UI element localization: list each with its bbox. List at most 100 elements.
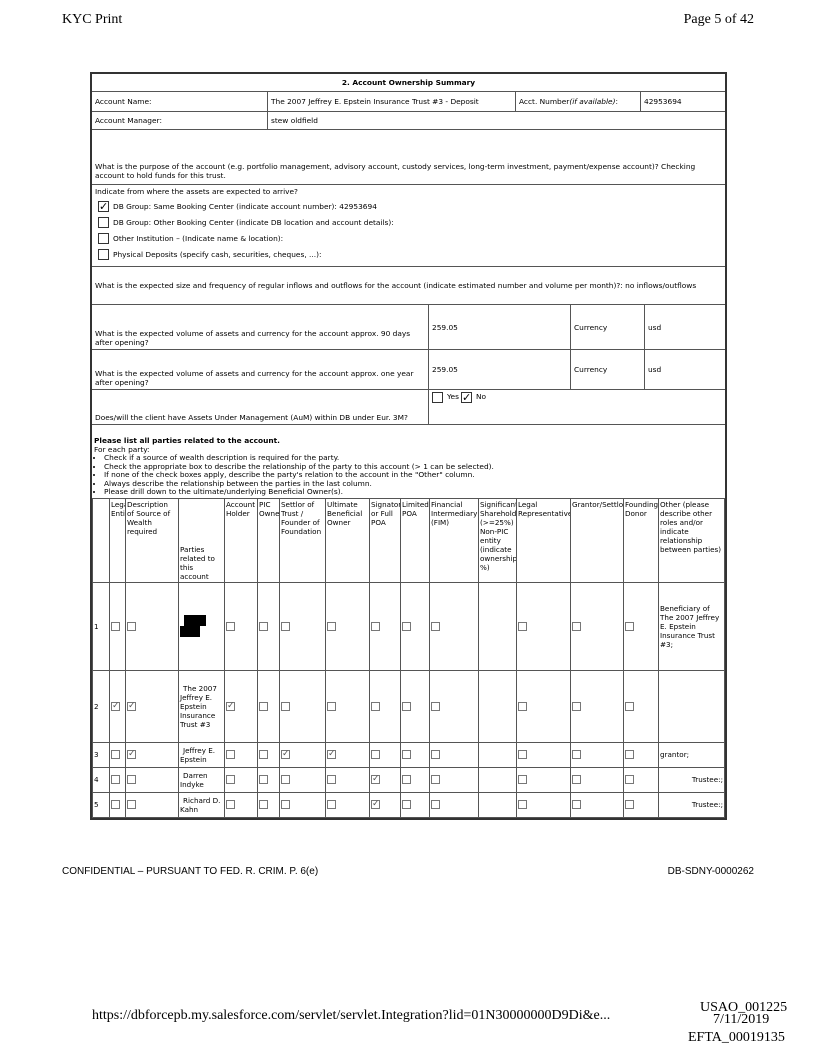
role-checkbox[interactable] [281, 800, 290, 810]
role-checkbox[interactable] [127, 775, 136, 785]
role-checkbox[interactable]: ✓ [127, 749, 136, 760]
role-checkbox[interactable] [431, 750, 440, 760]
role-checkbox[interactable] [371, 750, 380, 760]
role-checkbox[interactable]: ✓ [371, 774, 380, 785]
role-checkbox[interactable] [518, 750, 527, 760]
table-row: 1 Beneficiary of The 2007 Jeffrey E. Epst… [92, 581, 725, 671]
role-checkbox[interactable] [625, 775, 634, 785]
source-url: https://dbforcepb.my.salesforce.com/serv… [92, 1008, 611, 1023]
role-checkbox[interactable]: ✓ [371, 799, 380, 810]
role-checkbox[interactable] [111, 621, 120, 631]
role-checkbox[interactable] [625, 701, 634, 711]
aum-question: Does/will the client have Assets Under M… [92, 390, 429, 424]
role-checkbox[interactable] [572, 701, 581, 711]
empty-cell [478, 741, 517, 768]
role-checkbox[interactable] [431, 775, 440, 785]
role-checkbox[interactable] [402, 621, 411, 631]
role-checkbox[interactable]: ✓ [281, 749, 290, 760]
role-checkbox[interactable] [259, 621, 268, 631]
role-checkbox[interactable] [572, 800, 581, 810]
role-checkbox[interactable] [226, 750, 235, 760]
asset-source-checkbox[interactable]: ✓ [98, 199, 109, 213]
role-checkbox[interactable] [518, 775, 527, 785]
role-checkbox[interactable] [327, 621, 336, 631]
column-header: Account Holder [224, 497, 258, 583]
role-checkbox[interactable] [518, 621, 527, 631]
role-checkbox[interactable] [259, 701, 268, 711]
role-checkbox[interactable] [327, 775, 336, 785]
role-checkbox[interactable] [327, 701, 336, 711]
asset-source-checkbox[interactable] [98, 248, 109, 260]
role-checkbox[interactable] [402, 750, 411, 760]
role-checkbox[interactable] [259, 775, 268, 785]
other-relationship: Trustee:; [658, 791, 725, 818]
purpose-question: What is the purpose of the account (e.g.… [95, 162, 696, 180]
column-header: Legal Representative [516, 497, 571, 583]
section-title: 2. Account Ownership Summary [341, 78, 476, 87]
role-checkbox[interactable] [572, 775, 581, 785]
role-checkbox[interactable] [431, 701, 440, 711]
role-checkbox[interactable] [259, 750, 268, 760]
role-checkbox[interactable] [226, 800, 235, 810]
other-relationship: Trustee:; [658, 766, 725, 793]
role-checkbox[interactable] [625, 621, 634, 631]
role-checkbox[interactable] [625, 750, 634, 760]
role-checkbox[interactable] [226, 621, 235, 631]
instructions-list: Check if a source of wealth description … [94, 453, 723, 497]
aum-yes-checkbox[interactable] [432, 392, 443, 403]
role-checkbox[interactable] [259, 800, 268, 810]
role-checkbox[interactable] [518, 800, 527, 810]
column-header: Parties related to this account [178, 497, 225, 583]
acct-number-value: 42953694 [644, 97, 682, 106]
role-checkbox[interactable] [111, 750, 120, 760]
instruction-item: Check the appropriate box to describe th… [104, 462, 723, 472]
row-number: 4 [92, 766, 110, 793]
party-name: Jeffrey E. Epstein [178, 741, 225, 768]
role-checkbox[interactable] [431, 621, 440, 631]
role-checkbox[interactable] [327, 800, 336, 810]
column-header: Other (please describe other roles and/o… [658, 497, 725, 583]
role-checkbox[interactable] [371, 701, 380, 711]
row-number: 1 [92, 581, 110, 671]
role-checkbox[interactable] [127, 621, 136, 631]
column-header: Significant Shareholder (>=25%) Non-PIC … [478, 497, 517, 583]
role-checkbox[interactable] [111, 800, 120, 810]
role-checkbox[interactable] [281, 701, 290, 711]
role-checkbox[interactable] [111, 775, 120, 785]
column-header: Settlor of Trust / Founder of Foundation [279, 497, 326, 583]
volume-90-currency: usd [648, 322, 662, 332]
aum-no-checkbox[interactable]: ✓ [460, 391, 472, 404]
role-checkbox[interactable] [625, 800, 634, 810]
parties-heading: Please list all parties related to the a… [94, 436, 280, 445]
role-checkbox[interactable] [572, 750, 581, 760]
role-checkbox[interactable] [226, 775, 235, 785]
account-name-label: Account Name: [92, 92, 268, 111]
instruction-item: Check if a source of wealth description … [104, 453, 723, 463]
empty-cell [478, 669, 517, 743]
role-checkbox[interactable] [371, 621, 380, 631]
role-checkbox[interactable] [402, 701, 411, 711]
role-checkbox[interactable]: ✓ [127, 700, 136, 711]
asset-sources-list: ✓ DB Group: Same Booking Center (indicate… [92, 198, 725, 262]
role-checkbox[interactable] [127, 800, 136, 810]
column-header: Grantor/Settlor [570, 497, 624, 583]
role-checkbox[interactable] [518, 701, 527, 711]
role-checkbox[interactable]: ✓ [111, 700, 120, 711]
role-checkbox[interactable] [431, 800, 440, 810]
role-checkbox[interactable]: ✓ [327, 749, 336, 760]
role-checkbox[interactable] [402, 800, 411, 810]
role-checkbox[interactable]: ✓ [226, 700, 235, 711]
asset-source-checkbox[interactable] [98, 216, 109, 228]
role-checkbox[interactable] [402, 775, 411, 785]
role-checkbox[interactable] [281, 775, 290, 785]
column-header: Ultimate Beneficial Owner [325, 497, 370, 583]
asset-source-checkbox[interactable] [98, 232, 109, 244]
column-header: Financial Intermediary (FIM) [429, 497, 479, 583]
role-checkbox[interactable] [281, 621, 290, 631]
volume-year-currency-label: Currency [571, 350, 645, 389]
role-checkbox[interactable] [572, 621, 581, 631]
other-relationship: Beneficiary of The 2007 Jeffrey E. Epste… [658, 581, 725, 671]
row-number: 2 [92, 669, 110, 743]
party-name-redacted [178, 581, 225, 671]
account-ownership-form: 2. Account Ownership Summary Account Nam… [90, 72, 727, 820]
